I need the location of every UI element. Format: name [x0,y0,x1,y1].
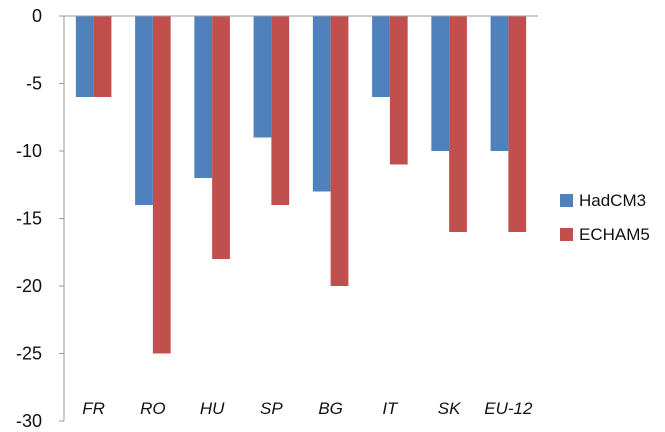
bar-echam5-sk [449,16,467,232]
y-tick-label: -20 [16,276,42,296]
x-tick-label: BG [318,399,343,418]
bar-hadcm3-sp [253,16,272,138]
x-tick-label: RO [140,399,166,418]
x-tick-label: HU [200,399,225,418]
bar-echam5-ro [152,16,171,354]
bar-echam5-bg [330,16,349,286]
x-tick-label: SK [438,399,461,418]
x-axis: FR RO HU SP BG IT SK EU-12 [64,15,538,418]
bars [75,16,527,354]
bar-echam5-sp [271,16,290,205]
bar-echam5-hu [212,16,230,259]
x-tick-label: SP [260,399,283,418]
legend-label-hadcm3: HadCM3 [579,191,646,210]
bar-hadcm3-ro [135,16,153,205]
y-tick-label: -25 [16,344,42,364]
bar-hadcm3-bg [312,16,331,192]
x-tick-label: IT [382,399,399,418]
bar-echam5-fr [93,16,112,97]
y-tick-label: 0 [32,6,42,26]
y-tick-label: -30 [16,411,42,431]
bar-echam5-eu-12 [508,16,527,232]
y-tick-label: -15 [16,209,42,229]
legend-swatch-echam5 [560,228,573,241]
legend: HadCM3 ECHAM5 [560,191,650,244]
y-tick-label: -5 [26,74,42,94]
legend-swatch-hadcm3 [560,194,573,207]
y-axis: 0 -5 -10 -15 -20 -25 -30 [16,6,65,431]
bar-hadcm3-fr [75,16,94,97]
x-tick-label: EU-12 [484,399,533,418]
bar-hadcm3-sk [431,16,450,151]
legend-label-echam5: ECHAM5 [579,225,650,244]
bar-hadcm3-it [372,16,390,97]
bar-hadcm3-hu [194,16,213,178]
y-tick-label: -10 [16,141,42,161]
bar-echam5-it [389,16,408,165]
bar-hadcm3-eu-12 [490,16,509,151]
x-tick-label: FR [82,399,105,418]
